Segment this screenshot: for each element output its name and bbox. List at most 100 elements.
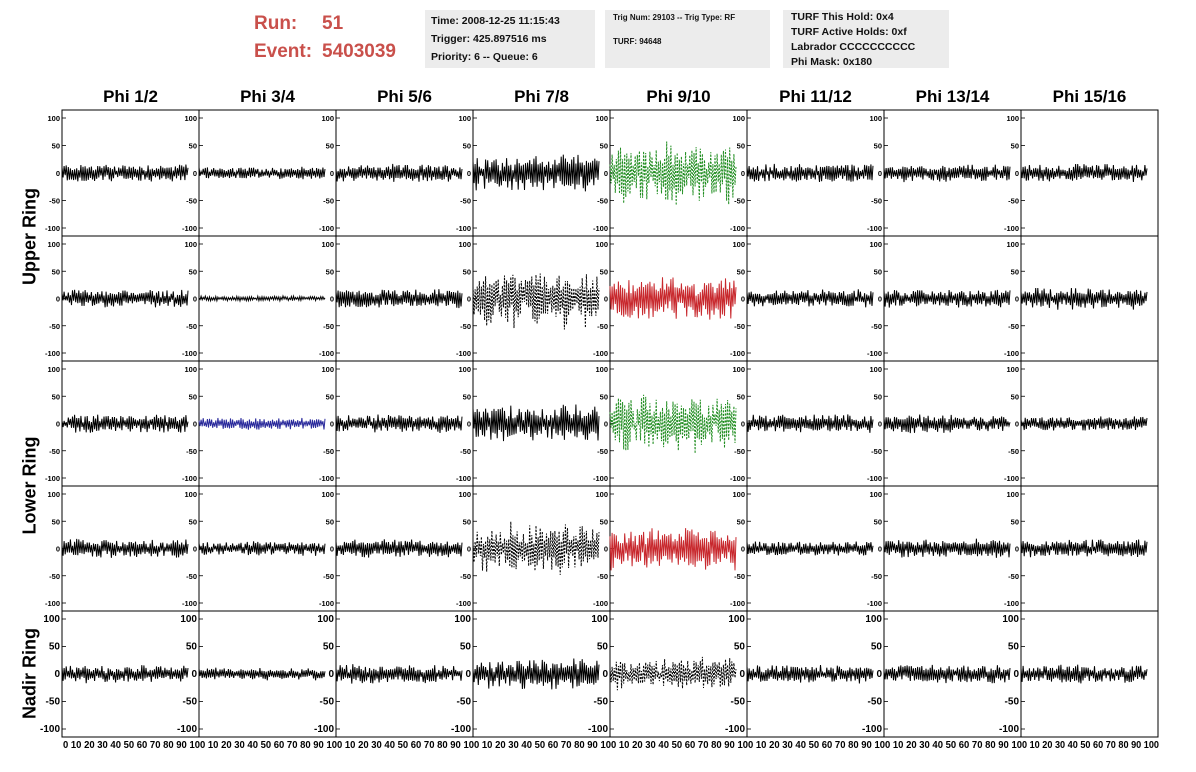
series-line <box>609 528 737 571</box>
y-tick-label: 50 <box>189 392 197 401</box>
y-tick-label: 50 <box>52 267 60 276</box>
y-tick-label: 100 <box>1002 614 1019 625</box>
series-line <box>609 394 737 454</box>
y-tick-label: 0 <box>741 420 745 429</box>
series-line <box>883 538 1011 558</box>
y-tick-label: 100 <box>728 614 745 625</box>
x-tick-label: 0 10 20 30 40 50 60 70 80 90 10 <box>611 739 748 751</box>
turf-text: TURF: 94648 <box>613 37 662 46</box>
x-tick-label: 0 10 20 30 40 50 60 70 80 90 10 <box>885 739 1022 751</box>
y-tick-label: -50 <box>49 572 60 581</box>
y-tick-label: -50 <box>323 447 334 456</box>
y-tick-label: 50 <box>874 267 882 276</box>
y-tick-label: 50 <box>52 517 60 526</box>
y-tick-label: 0 <box>193 169 197 178</box>
y-tick-label: -50 <box>46 697 61 708</box>
series-line <box>198 667 326 681</box>
series-line <box>198 294 326 303</box>
y-tick-label: 0 <box>1015 545 1019 554</box>
series-line <box>746 289 874 308</box>
y-tick-label: 50 <box>49 642 61 653</box>
y-tick-label: 100 <box>458 365 471 374</box>
y-tick-label: 0 <box>193 545 197 554</box>
y-tick-label: 50 <box>463 517 471 526</box>
labrador-text: Labrador CCCCCCCCCC <box>791 41 916 53</box>
y-tick-label: -50 <box>1008 572 1019 581</box>
y-tick-label: -50 <box>594 697 609 708</box>
y-tick-label: -100 <box>319 474 334 483</box>
y-tick-label: 100 <box>317 614 334 625</box>
y-tick-label: 100 <box>1006 490 1019 499</box>
y-tick-label: 50 <box>1008 642 1020 653</box>
y-tick-label: 50 <box>326 267 334 276</box>
y-tick-label: 0 <box>741 169 745 178</box>
y-tick-label: 100 <box>591 614 608 625</box>
y-tick-label: 0 <box>330 295 334 304</box>
series-line <box>472 404 600 442</box>
y-tick-label: 50 <box>734 642 746 653</box>
series-line <box>198 166 326 180</box>
y-tick-label: -100 <box>45 224 60 233</box>
y-tick-label: -100 <box>867 349 882 358</box>
y-tick-label: -100 <box>456 474 471 483</box>
y-tick-label: -50 <box>460 197 471 206</box>
column-header-phi-9-10: Phi 9/10 <box>646 87 711 106</box>
series-line <box>746 541 874 556</box>
y-tick-label: 100 <box>865 614 882 625</box>
y-tick-label: 0 <box>876 669 882 680</box>
y-tick-label: -50 <box>323 322 334 331</box>
y-tick-label: -50 <box>731 697 746 708</box>
series-line <box>883 289 1011 308</box>
y-tick-label: -100 <box>314 724 334 735</box>
y-tick-label: 50 <box>326 517 334 526</box>
series-line <box>746 664 874 684</box>
series-line <box>335 163 463 182</box>
y-tick-label: 50 <box>600 517 608 526</box>
y-tick-label: 50 <box>52 392 60 401</box>
x-tick-label: 0 10 20 30 40 50 60 70 80 90 10 <box>748 739 885 751</box>
column-header-phi-7-8: Phi 7/8 <box>514 87 569 106</box>
y-tick-label: -100 <box>182 599 197 608</box>
y-tick-label: 50 <box>463 392 471 401</box>
y-tick-label: 100 <box>732 114 745 123</box>
y-tick-label: 50 <box>737 142 745 151</box>
y-tick-label: -50 <box>457 697 472 708</box>
time-trigger-box: Time: 2008-12-25 11:15:43 Trigger: 425.8… <box>425 10 595 68</box>
turf-this-hold-text: TURF This Hold: 0x4 <box>791 11 894 23</box>
y-tick-label: 0 <box>467 420 471 429</box>
y-tick-label: 100 <box>458 114 471 123</box>
y-tick-label: -100 <box>182 474 197 483</box>
y-tick-label: 0 <box>741 295 745 304</box>
series-line <box>746 163 874 183</box>
y-tick-label: -50 <box>186 197 197 206</box>
priority-text: Priority: 6 -- Queue: 6 <box>431 51 538 63</box>
y-tick-label: -100 <box>862 724 882 735</box>
y-tick-label: 100 <box>454 614 471 625</box>
y-tick-label: -100 <box>730 474 745 483</box>
series-line <box>61 538 189 558</box>
y-tick-label: 50 <box>1011 142 1019 151</box>
turf-status-box: TURF This Hold: 0x4 TURF Active Holds: 0… <box>783 10 949 68</box>
y-tick-label: 50 <box>463 267 471 276</box>
y-tick-label: 100 <box>321 240 334 249</box>
y-tick-label: -50 <box>871 197 882 206</box>
y-tick-label: -100 <box>1004 474 1019 483</box>
y-tick-label: 100 <box>321 114 334 123</box>
series-line <box>609 141 737 206</box>
y-tick-label: 0 <box>465 669 471 680</box>
series-line <box>1020 539 1148 558</box>
y-tick-label: 50 <box>189 517 197 526</box>
time-text: Time: 2008-12-25 11:15:43 <box>431 15 560 27</box>
y-tick-label: 100 <box>869 490 882 499</box>
y-tick-label: 100 <box>321 365 334 374</box>
y-tick-label: 0 <box>1015 420 1019 429</box>
column-header-phi-13-14: Phi 13/14 <box>915 87 990 106</box>
y-tick-label: -50 <box>186 572 197 581</box>
y-tick-label: -50 <box>460 447 471 456</box>
y-tick-label: -100 <box>177 724 197 735</box>
y-tick-label: 100 <box>732 365 745 374</box>
y-tick-label: 0 <box>878 545 882 554</box>
column-header-phi-15-16: Phi 15/16 <box>1052 87 1127 106</box>
y-tick-label: 100 <box>869 240 882 249</box>
